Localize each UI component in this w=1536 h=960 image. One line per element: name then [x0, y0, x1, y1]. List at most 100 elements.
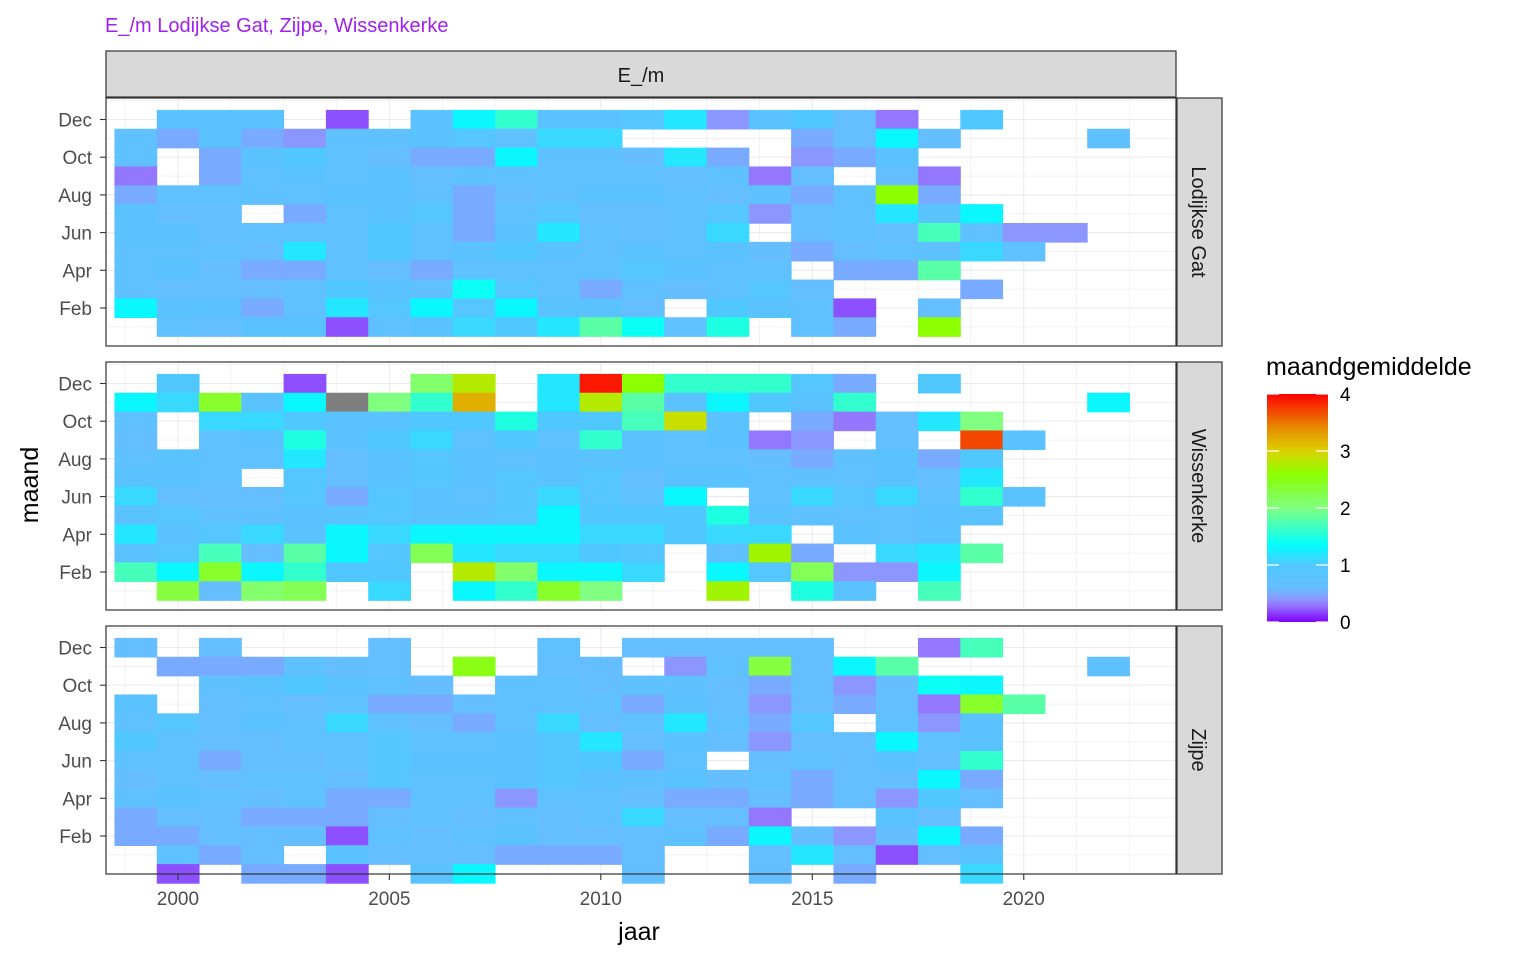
heatmap-cell [833, 826, 877, 846]
heatmap-cell [748, 373, 792, 394]
heatmap-cell [495, 449, 538, 469]
heatmap-cell [537, 675, 581, 696]
heatmap-cell [325, 562, 369, 582]
heatmap-cell [114, 694, 158, 715]
heatmap-cell [325, 166, 369, 187]
heatmap-cell [241, 260, 285, 281]
heatmap-cell [579, 317, 623, 337]
heatmap-cell [452, 185, 496, 205]
heatmap-cell [875, 185, 919, 205]
heatmap-cell [960, 487, 1004, 507]
x-tick-label: 2005 [368, 889, 410, 910]
heatmap-cell [664, 468, 708, 488]
heatmap-cell [199, 185, 242, 205]
heatmap-cell [495, 732, 538, 752]
heatmap-cell [791, 637, 834, 658]
heatmap-cell [706, 185, 750, 205]
heatmap-cell [748, 788, 792, 809]
heatmap-cell [452, 751, 496, 771]
heatmap-cell [114, 807, 158, 828]
heatmap-cell [368, 751, 412, 771]
heatmap-cell [579, 732, 623, 752]
heatmap-cell [537, 562, 581, 582]
heatmap-cell [791, 223, 834, 243]
heatmap-cell [1002, 223, 1046, 243]
heatmap-cell [579, 223, 623, 243]
heatmap-cell [325, 807, 369, 828]
heatmap-cell [199, 241, 242, 262]
heatmap-cell [410, 260, 454, 281]
heatmap-cell [199, 675, 242, 696]
y-tick-label: Oct [62, 676, 92, 697]
heatmap-cell [791, 279, 834, 300]
heatmap-cell [918, 788, 961, 809]
heatmap-cell [621, 826, 665, 846]
heatmap-cell [706, 713, 750, 733]
heatmap-cell [664, 260, 708, 281]
heatmap-cell [283, 487, 327, 507]
heatmap-cell [918, 694, 961, 715]
heatmap-cell [368, 279, 412, 300]
heatmap-cell [452, 373, 496, 394]
heatmap-cell [537, 524, 581, 545]
heatmap-cell [325, 487, 369, 507]
heatmap-cell [452, 788, 496, 809]
heatmap-cell [283, 807, 327, 828]
heatmap-cell [748, 298, 792, 318]
heatmap-cell [706, 581, 750, 601]
heatmap-cell [368, 807, 412, 828]
heatmap-cell [241, 317, 285, 337]
heatmap-cell [791, 694, 834, 715]
heatmap-cell [621, 260, 665, 281]
heatmap-cell [156, 751, 200, 771]
heatmap-cell [537, 430, 581, 451]
heatmap-cell [156, 524, 200, 545]
heatmap-cell [114, 392, 158, 413]
heatmap-cell [495, 317, 538, 337]
heatmap-cell [748, 487, 792, 507]
heatmap-cell [664, 392, 708, 413]
heatmap-cell [1002, 241, 1046, 262]
color-legend: maandgemiddelde 0 1 2 3 4 [1266, 353, 1472, 634]
heatmap-cell [452, 166, 496, 187]
heatmap-cell [156, 505, 200, 526]
heatmap-cell [156, 317, 200, 337]
heatmap-cell [621, 279, 665, 300]
heatmap-cell [833, 845, 877, 865]
heatmap-cell [748, 449, 792, 469]
heatmap-cell [283, 468, 327, 488]
heatmap-cell [537, 637, 581, 658]
heatmap-cell [664, 147, 708, 168]
heatmap-cell [537, 656, 581, 677]
heatmap-cell [495, 675, 538, 696]
legend-tick-label: 1 [1340, 556, 1351, 577]
heatmap-cell [325, 788, 369, 809]
heatmap-cell [283, 147, 327, 168]
heatmap-cell [875, 487, 919, 507]
heatmap-cell [875, 430, 919, 451]
heatmap-cell [664, 637, 708, 658]
heatmap-cell [621, 845, 665, 865]
heatmap-cell [495, 185, 538, 205]
heatmap-cell [368, 241, 412, 262]
heatmap-cell [918, 373, 961, 394]
heatmap-cell [579, 505, 623, 526]
heatmap-cell [621, 713, 665, 733]
heatmap-cell [875, 147, 919, 168]
heatmap-cell [960, 826, 1004, 846]
heatmap-cell [283, 279, 327, 300]
y-tick-label: Feb [59, 827, 92, 848]
heatmap-cell [156, 656, 200, 677]
heatmap-cell [199, 411, 242, 432]
heatmap-cell [918, 317, 961, 337]
heatmap-cell [706, 109, 750, 130]
heatmap-cell [791, 449, 834, 469]
row-strip-label: Wissenkerke [1187, 429, 1209, 543]
column-strip [105, 50, 1177, 98]
heatmap-cell [410, 317, 454, 337]
heatmap-cell [241, 298, 285, 318]
heatmap-cell [537, 279, 581, 300]
heatmap-cell [748, 694, 792, 715]
heatmap-cell [199, 807, 242, 828]
heatmap-cell [495, 826, 538, 846]
